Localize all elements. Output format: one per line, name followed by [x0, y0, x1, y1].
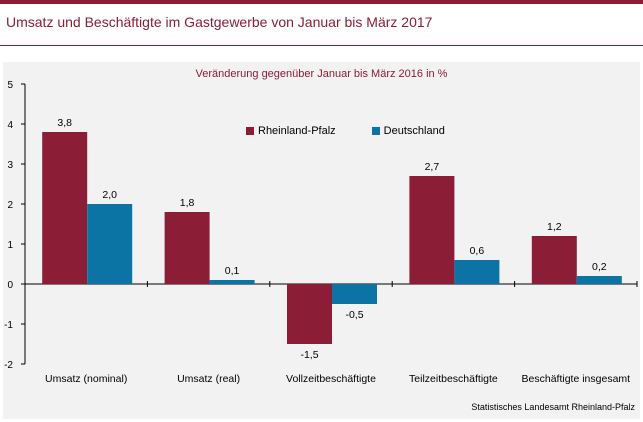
y-tick-label: -2 — [4, 360, 13, 371]
bar-deutschland — [209, 280, 255, 284]
category-label: Teilzeitbeschäftigte — [409, 373, 498, 385]
bar-rheinland-pfalz — [42, 132, 88, 284]
title-rule — [0, 45, 643, 46]
legend-label-deutschland: Deutschland — [383, 125, 445, 137]
y-tick-label: -1 — [4, 320, 13, 331]
legend-item-rheinland-pfalz: Rheinland-Pfalz — [246, 125, 336, 137]
legend-swatch-deutschland — [371, 127, 380, 135]
page-title: Umsatz und Beschäftigte im Gastgewerbe v… — [6, 14, 433, 30]
y-tick-label: 2 — [7, 200, 13, 211]
source-note: Statistisches Landesamt Rheinland-Pfalz — [471, 402, 635, 412]
bar-deutschland — [332, 284, 377, 304]
category-label: Umsatz (real) — [177, 373, 240, 385]
category-label: Vollzeitbeschäftigte — [286, 373, 376, 385]
y-tick-label: 1 — [7, 240, 13, 251]
data-label: 1,2 — [547, 221, 562, 233]
legend-swatch-rheinland-pfalz — [246, 127, 254, 135]
bar-rheinland-pfalz — [287, 284, 332, 344]
bar-rheinland-pfalz — [409, 176, 455, 284]
bar-rheinland-pfalz — [164, 212, 210, 284]
category-label: Beschäftigte insgesamt — [522, 373, 631, 385]
bar-rheinland-pfalz — [531, 236, 577, 284]
bar-deutschland — [87, 204, 133, 284]
data-label: 2,0 — [102, 189, 117, 201]
legend: Rheinland-Pfalz Deutschland — [246, 125, 445, 137]
y-tick-label: 5 — [7, 80, 13, 91]
data-label: -0,5 — [345, 309, 363, 321]
data-label: 0,2 — [592, 261, 607, 273]
top-rule — [0, 0, 643, 4]
y-tick-label: 4 — [7, 120, 13, 131]
bar-deutschland — [454, 260, 500, 284]
chart-subtitle: Veränderung gegenüber Januar bis März 20… — [195, 68, 448, 80]
y-tick-label: 0 — [7, 280, 13, 291]
data-label: 2,7 — [425, 161, 440, 173]
data-label: 0,1 — [225, 265, 240, 277]
y-tick-label: 3 — [7, 160, 13, 171]
data-label: -1,5 — [300, 349, 318, 361]
data-label: 1,8 — [180, 197, 195, 209]
legend-item-deutschland: Deutschland — [371, 125, 445, 137]
data-label: 0,6 — [470, 245, 485, 257]
data-label: 3,8 — [57, 117, 72, 129]
legend-label-rheinland-pfalz: Rheinland-Pfalz — [258, 125, 336, 137]
bar-deutschland — [576, 276, 622, 284]
category-label: Umsatz (nominal) — [45, 373, 127, 385]
